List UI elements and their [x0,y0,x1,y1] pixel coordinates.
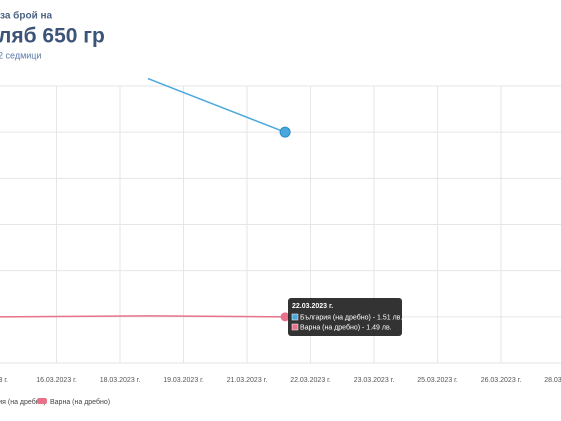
chart-title: ляб 650 гр [0,25,105,48]
tooltip-swatch [291,313,299,321]
legend-swatch [37,398,47,404]
x-tick-label: 19.03.2023 г. [163,377,204,384]
chart-subtitle: 2 седмици [0,50,41,60]
x-tick-label: 3 г. [0,377,8,384]
tooltip: 22.03.2023 г. България (на дребно) - 1.51… [288,298,402,336]
tooltip-line: Варна (на дребно) - 1.49 лв. [300,323,392,331]
tooltip-line: България (на дребно) - 1.51 лв. [300,313,402,321]
point [280,312,290,322]
legend-label: Варна (на дребно) [50,398,110,406]
x-tick-label: 23.03.2023 г. [354,377,395,384]
x-tick-label: 21.03.2023 г. [227,377,268,384]
tooltip-box [288,298,402,336]
chart-subtitle: за брой на [0,10,53,22]
x-tick-label: 18.03.2023 г. [100,377,141,384]
tooltip-title: 22.03.2023 г. [292,303,333,310]
tooltip-swatch [291,323,299,331]
point [279,126,291,138]
x-tick-label: 16.03.2023 г. [36,377,77,384]
x-tick-label: 28.03.2023 г. [544,377,561,384]
line [0,315,286,318]
line [147,77,286,133]
legend-label: България (на дребно) [0,398,46,406]
x-tick-label: 25.03.2023 г. [417,377,458,384]
x-tick-label: 22.03.2023 г. [290,377,331,384]
x-tick-label: 26.03.2023 г. [481,377,522,384]
